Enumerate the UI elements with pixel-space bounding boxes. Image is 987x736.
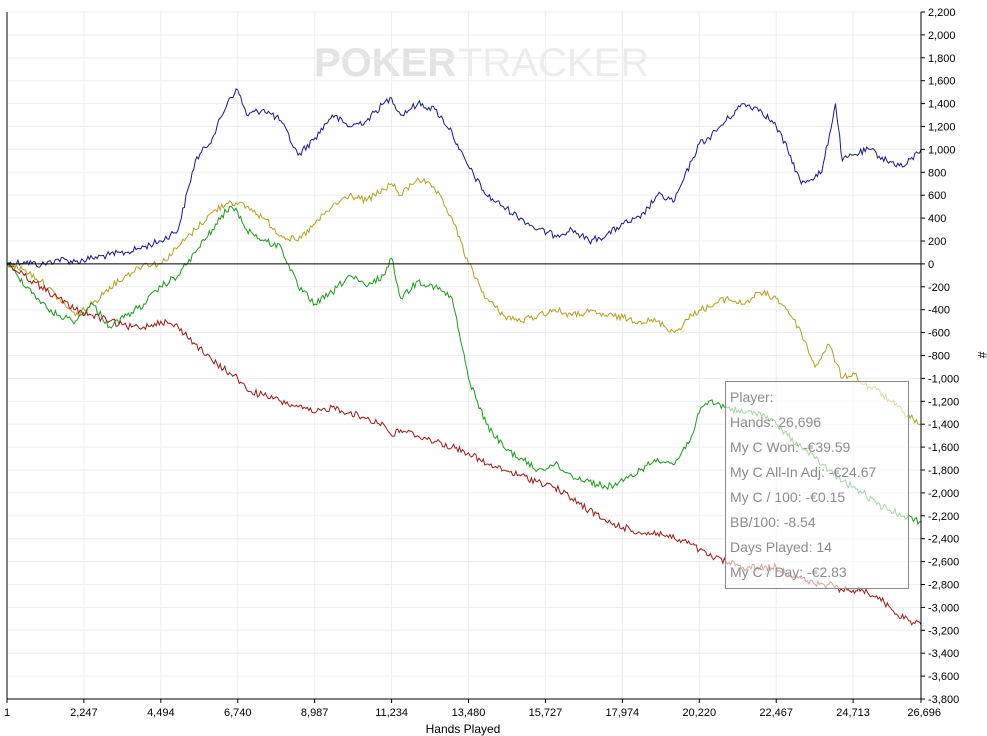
y-tick-label: 800	[928, 167, 946, 179]
x-tick-label: 13,480	[452, 707, 486, 719]
y-tick-label: -800	[928, 351, 950, 363]
y-tick-label: -3,800	[928, 694, 959, 706]
x-tick-label: 6,740	[224, 707, 252, 719]
x-tick-label: 4,494	[147, 707, 175, 719]
y-tick-label: -1,000	[928, 373, 959, 385]
watermark-logo: POKER TRACKER	[314, 41, 649, 85]
y-tick-label: -400	[928, 305, 950, 317]
x-tick-label: 11,234	[375, 707, 408, 719]
y-tick-label: -2,400	[928, 534, 959, 546]
y-tick-label: 1,400	[928, 99, 956, 111]
y-tick-label: 1,800	[928, 53, 956, 65]
y-tick-label: -600	[928, 328, 950, 340]
tooltip-player: Player:	[730, 389, 774, 405]
x-tick-label: 24,713	[836, 707, 870, 719]
y-tick-label: 1,000	[928, 144, 956, 156]
watermark-text-poker: POKER	[314, 41, 456, 85]
y-axis-title: #	[975, 352, 987, 359]
y-tick-label: -1,200	[928, 396, 959, 408]
x-tick-label: 26,696	[907, 707, 941, 719]
y-tick-label: -1,800	[928, 465, 959, 477]
y-tick-label: -3,400	[928, 648, 959, 660]
y-axis-ticks: 2,200 2,000 1,800 1,600 1,400 1,200 1,000 800 60…	[921, 7, 959, 706]
y-tick-label: -3,200	[928, 625, 959, 637]
x-tick-label: 2,247	[70, 707, 98, 719]
y-tick-label: -2,000	[928, 488, 959, 500]
y-tick-label: 600	[928, 190, 946, 202]
y-tick-label: -2,600	[928, 557, 959, 569]
y-tick-label: 400	[928, 213, 946, 225]
tooltip-per-day: My C / Day: -€2.83	[730, 564, 847, 580]
tooltip-per-100: My C / 100: -€0.15	[730, 489, 846, 505]
series-line-1	[6, 88, 922, 268]
y-tick-label: 1,600	[928, 76, 956, 88]
x-axis-title: Hands Played	[426, 722, 501, 736]
x-tick-label: 22,467	[759, 707, 793, 719]
y-tick-label: 1,200	[928, 122, 956, 134]
x-tick-label: 17,974	[606, 707, 640, 719]
x-tick-label: 1	[4, 707, 10, 719]
y-tick-label: -3,000	[928, 602, 959, 614]
y-tick-label: -3,600	[928, 671, 959, 683]
x-tick-label: 20,220	[682, 707, 716, 719]
y-tick-label: 2,200	[928, 7, 956, 19]
player-stats-tooltip: Player: Hands: 26,696 My C Won: -€39.59 …	[725, 381, 909, 589]
tooltip-allin-adj: My C All-In Adj: -€24.67	[730, 464, 877, 480]
tooltip-hands: Hands: 26,696	[730, 414, 822, 430]
tooltip-bb100: BB/100: -8.54	[730, 514, 816, 530]
y-tick-label: -2,800	[928, 580, 959, 592]
y-tick-label: -1,400	[928, 419, 959, 431]
y-tick-label: 0	[928, 259, 934, 271]
x-tick-label: 15,727	[529, 707, 563, 719]
y-tick-label: -1,600	[928, 442, 959, 454]
watermark-text-tracker: TRACKER	[458, 41, 649, 85]
x-tick-label: 8,987	[301, 707, 329, 719]
y-tick-label: -200	[928, 282, 950, 294]
x-axis-ticks: 1 2,247 4,494 6,740 8,987 11,234 13,480 15,727 1…	[4, 699, 941, 719]
y-tick-label: 2,000	[928, 30, 956, 42]
tooltip-won: My C Won: -€39.59	[730, 439, 851, 455]
y-tick-label: 200	[928, 236, 946, 248]
tooltip-days-played: Days Played: 14	[730, 539, 832, 555]
y-tick-label: -2,200	[928, 511, 959, 523]
